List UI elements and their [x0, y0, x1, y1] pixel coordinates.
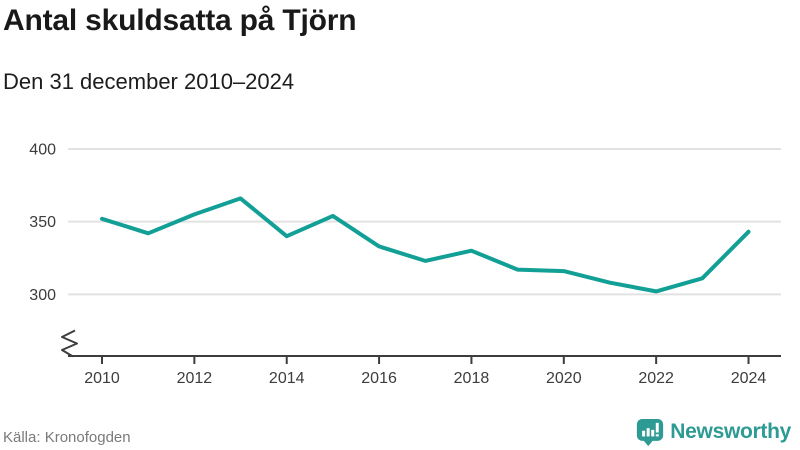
y-axis-label: 350: [29, 214, 56, 231]
x-axis-label: 2024: [731, 370, 767, 387]
chart-title: Antal skuldsatta på Tjörn: [3, 4, 357, 37]
x-axis-label: 2020: [546, 370, 582, 387]
axis-break-icon: [61, 329, 78, 358]
x-axis-label: 2018: [454, 370, 490, 387]
x-axis-label: 2010: [84, 370, 120, 387]
x-axis-label: 2016: [361, 370, 397, 387]
newsworthy-logo-icon: [637, 418, 664, 446]
y-axis-label: 400: [29, 142, 56, 159]
data-line-antal-skuldsatta: [100, 196, 751, 294]
newsworthy-logo: Newsworthy: [636, 417, 791, 447]
x-axis-label: 2012: [177, 370, 213, 387]
chart-subtitle: Den 31 december 2010–2024: [3, 69, 295, 94]
x-axis-label: 2014: [269, 370, 305, 387]
x-axis-label: 2022: [638, 370, 674, 387]
source-label: Källa: Kronofogden: [3, 429, 131, 446]
y-axis-label: 300: [29, 287, 56, 304]
newsworthy-wordmark: Newsworthy: [670, 420, 791, 443]
